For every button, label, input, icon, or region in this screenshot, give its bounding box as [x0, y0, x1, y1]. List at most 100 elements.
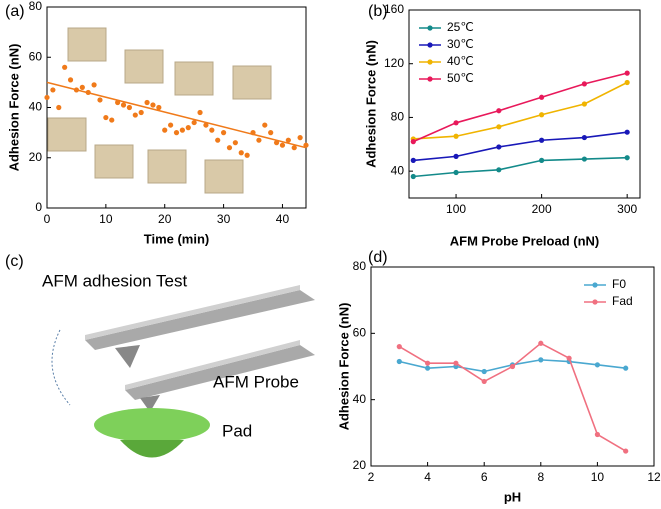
- point: [256, 137, 262, 143]
- point: [144, 99, 150, 106]
- tip: [140, 395, 160, 412]
- marker: [581, 101, 587, 107]
- y-tick-label: 0: [35, 200, 42, 214]
- pad-label: Pad: [222, 421, 252, 440]
- y-tick-label: 80: [391, 110, 405, 124]
- inset-photo: [47, 117, 87, 152]
- y-tick-label: 40: [391, 163, 405, 177]
- x-tick-label: 100: [446, 202, 466, 216]
- point: [291, 145, 297, 151]
- point: [120, 102, 127, 108]
- marker: [496, 108, 502, 114]
- panel-label: (c): [5, 253, 24, 270]
- point: [115, 99, 121, 106]
- marker: [623, 365, 629, 371]
- series-line: [398, 342, 627, 452]
- x-tick-label: 10: [99, 212, 113, 226]
- legend-label: 25℃: [447, 20, 474, 34]
- plot-frame: [370, 266, 655, 467]
- y-tick-label: 20: [29, 150, 43, 164]
- arrow: [51, 329, 71, 406]
- point: [67, 77, 74, 83]
- x-axis-label: pH: [504, 489, 521, 504]
- legend-label: 50℃: [447, 71, 474, 85]
- marker: [538, 340, 544, 346]
- legend-marker: [427, 42, 433, 48]
- marker: [496, 167, 502, 173]
- point: [126, 104, 133, 111]
- point: [50, 87, 56, 93]
- point: [273, 140, 280, 146]
- cantilever-top: [125, 340, 300, 390]
- point: [262, 122, 268, 128]
- marker: [539, 94, 545, 100]
- marker: [453, 360, 459, 366]
- point: [250, 130, 256, 136]
- marker: [453, 120, 459, 126]
- legend-marker: [427, 25, 433, 31]
- point: [215, 137, 221, 143]
- inset-photo: [232, 65, 272, 100]
- marker: [453, 153, 459, 159]
- point: [162, 127, 168, 133]
- marker: [410, 139, 416, 145]
- legend-marker: [427, 76, 433, 82]
- legend-label: 40℃: [447, 54, 474, 68]
- marker: [481, 368, 487, 375]
- legend-label: F0: [612, 277, 626, 291]
- marker: [539, 137, 545, 143]
- diagram: (c) AFM adhesion Test AFM Probe Pad: [5, 253, 315, 458]
- point: [138, 109, 144, 116]
- marker: [538, 357, 544, 363]
- point: [156, 104, 162, 111]
- marker: [624, 155, 630, 161]
- point: [97, 97, 103, 103]
- pad: [94, 408, 210, 442]
- legend-label: 30℃: [447, 37, 474, 51]
- y-axis-label: Adhesion Force (nN): [6, 44, 21, 172]
- point: [56, 104, 62, 111]
- x-tick-label: 8: [537, 470, 544, 484]
- point: [285, 137, 291, 143]
- x-tick-label: 20: [158, 212, 172, 226]
- marker: [566, 355, 572, 361]
- point: [85, 89, 91, 96]
- marker: [624, 129, 630, 135]
- x-tick-label: 2: [368, 470, 375, 484]
- series-line: [412, 72, 628, 143]
- inset-photo: [124, 49, 164, 84]
- x-tick-label: 40: [276, 212, 290, 226]
- x-tick-label: 200: [532, 202, 552, 216]
- marker: [496, 144, 502, 150]
- inset-photo: [67, 27, 107, 62]
- y-tick-label: 60: [353, 326, 367, 340]
- point: [203, 122, 209, 128]
- marker: [623, 448, 629, 454]
- marker: [581, 156, 587, 162]
- panel-label: (b): [368, 3, 388, 20]
- marker: [410, 173, 416, 180]
- point: [109, 117, 115, 123]
- series-line: [413, 156, 628, 178]
- inset-photo: [94, 144, 134, 179]
- x-axis-label: Time (min): [144, 231, 210, 246]
- x-axis-label: AFM Probe Preload (nN): [450, 233, 600, 248]
- point: [103, 114, 109, 121]
- panel-label: (a): [5, 3, 25, 20]
- marker: [594, 362, 601, 368]
- point: [132, 112, 138, 118]
- y-tick-label: 40: [353, 392, 367, 406]
- point: [79, 84, 85, 90]
- marker: [624, 79, 630, 86]
- legend-label: Fad: [612, 294, 633, 308]
- x-tick-label: 0: [44, 212, 51, 226]
- point: [297, 135, 303, 141]
- point: [44, 94, 50, 101]
- point: [173, 130, 180, 136]
- marker: [539, 157, 545, 163]
- point: [226, 145, 233, 151]
- legend-marker: [427, 59, 433, 65]
- point: [62, 64, 68, 70]
- marker: [581, 134, 587, 141]
